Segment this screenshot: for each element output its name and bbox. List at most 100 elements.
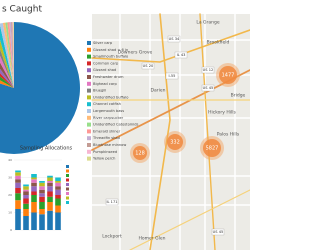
place-label: Bridge — [231, 93, 246, 99]
legend-label: Yellow perch — [93, 157, 115, 161]
legend-swatch — [66, 174, 69, 177]
map-roads — [91, 13, 250, 250]
legend-swatch — [87, 149, 91, 154]
road-label: US 20 — [143, 64, 154, 68]
legend-swatch — [87, 81, 91, 86]
bar-segment — [15, 172, 21, 176]
place-label: Darien — [151, 88, 166, 94]
legend-label: Freshwater drum — [93, 75, 124, 79]
road-shield — [174, 51, 188, 59]
legend-swatch — [66, 169, 69, 173]
bar-segment — [31, 174, 37, 178]
bar-segment — [15, 209, 21, 230]
legend-swatch — [66, 196, 69, 200]
map[interactable] — [92, 14, 250, 250]
cluster-circle — [203, 139, 221, 157]
legend-swatch — [87, 156, 91, 161]
y-tick-label: 10 — [8, 211, 12, 215]
bar-segment — [15, 182, 21, 188]
bar-segment — [55, 177, 61, 181]
bar-segment — [39, 214, 45, 230]
bar-segment — [39, 181, 45, 183]
dashboard: Downers Grove Darien La Grange Brookfield Br… — [0, 5, 250, 250]
bar-segment — [47, 186, 53, 192]
legend-label: Threadfin shad — [92, 136, 120, 140]
y-tick-label: 40 — [8, 158, 12, 162]
bar-segment — [39, 202, 45, 209]
bar-segment — [31, 212, 37, 230]
pie-slice — [12, 22, 14, 88]
legend-swatch — [87, 136, 91, 141]
legend-swatch — [66, 187, 69, 191]
legend-label: Silver carp — [93, 41, 113, 45]
legend-label: River carpsucker — [93, 116, 124, 120]
legend-swatch — [87, 61, 91, 66]
bar-segment — [39, 182, 45, 187]
legend-label: Common carp — [93, 61, 119, 65]
pie-slice — [0, 49, 14, 88]
bar-segment — [55, 205, 61, 213]
bar-segment — [23, 209, 29, 216]
legend-label: Bluegill — [93, 89, 106, 93]
road-shield — [167, 35, 181, 43]
legend-swatch — [66, 183, 69, 186]
road-shield — [201, 84, 215, 92]
cluster-marker[interactable]: 332 — [164, 131, 186, 153]
bar-segment — [47, 191, 53, 197]
cluster-marker[interactable]: 1477 — [216, 63, 240, 87]
legend-swatch — [87, 54, 91, 59]
road-shield — [211, 228, 225, 236]
bar-segment — [31, 177, 37, 180]
place-label: Homer Glen — [139, 236, 166, 242]
pie-slice — [0, 22, 80, 154]
cluster-marker[interactable]: 5827 — [200, 136, 224, 160]
road-shield — [165, 72, 179, 80]
legend-label: Smallmouth buffalo — [93, 55, 128, 59]
bar-segment — [31, 191, 37, 195]
road-label: US 34 — [169, 37, 180, 41]
legend-swatch — [87, 47, 91, 52]
y-tick-label: 30 — [8, 176, 12, 180]
legend-swatch — [87, 75, 91, 79]
bar-segment — [15, 170, 21, 173]
bar-segment — [15, 200, 21, 209]
bar-segment — [39, 196, 45, 202]
bar-segment — [55, 189, 61, 195]
pie-slice — [0, 73, 14, 88]
bar-segment — [23, 195, 29, 199]
road-label: I-55 — [169, 74, 176, 78]
place-label: Palos Hills — [217, 132, 240, 138]
cluster-circle — [219, 66, 237, 84]
pie-slice — [11, 22, 14, 88]
road-label: US 45 — [213, 230, 224, 234]
bar-segment — [15, 179, 21, 183]
bar-segment — [23, 184, 29, 187]
bar-segment — [15, 188, 21, 194]
legend-label: Emerald shiner — [93, 129, 121, 133]
pie-slice — [0, 22, 14, 88]
cluster-circle — [167, 134, 183, 150]
legend-label: Gizzard shad < 6 in — [93, 48, 128, 52]
legend-swatch — [87, 95, 91, 100]
bar-segment — [47, 210, 53, 230]
bar-segment — [47, 177, 53, 181]
bar-segment — [47, 196, 53, 202]
cluster-marker[interactable]: 128 — [130, 143, 150, 163]
bar-segment — [39, 209, 45, 215]
legend-swatch — [87, 109, 91, 113]
legend-swatch — [87, 41, 91, 45]
road-shield — [141, 62, 155, 70]
pie-slice — [7, 22, 14, 88]
place-label: La Grange — [196, 20, 219, 26]
cluster-circle — [133, 146, 147, 160]
legend-label: Unidentified buffalo — [93, 95, 128, 99]
legend-swatch — [66, 192, 69, 195]
bar-segment — [55, 198, 61, 206]
bar-segment — [55, 212, 61, 230]
bar-segment — [31, 179, 37, 183]
bar-segment — [23, 216, 29, 230]
bar-segment — [39, 186, 45, 190]
cluster-count: 332 — [170, 140, 180, 146]
legend-label: Pumpkinseed — [93, 150, 117, 154]
cluster-count: 128 — [135, 151, 145, 157]
